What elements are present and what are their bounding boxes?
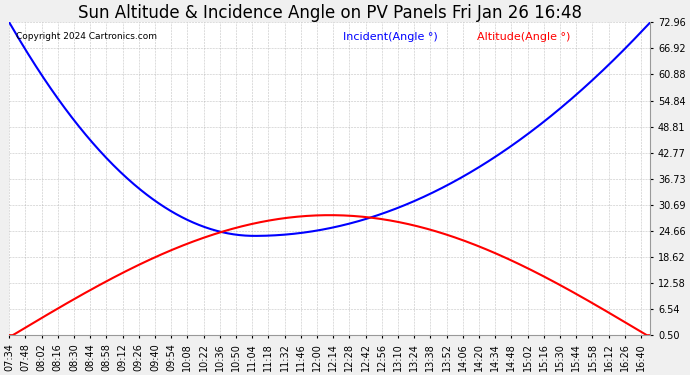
Title: Sun Altitude & Incidence Angle on PV Panels Fri Jan 26 16:48: Sun Altitude & Incidence Angle on PV Pan…	[78, 4, 582, 22]
Text: Altitude(Angle °): Altitude(Angle °)	[477, 32, 571, 42]
Text: Copyright 2024 Cartronics.com: Copyright 2024 Cartronics.com	[16, 32, 157, 41]
Text: Incident(Angle °): Incident(Angle °)	[342, 32, 437, 42]
